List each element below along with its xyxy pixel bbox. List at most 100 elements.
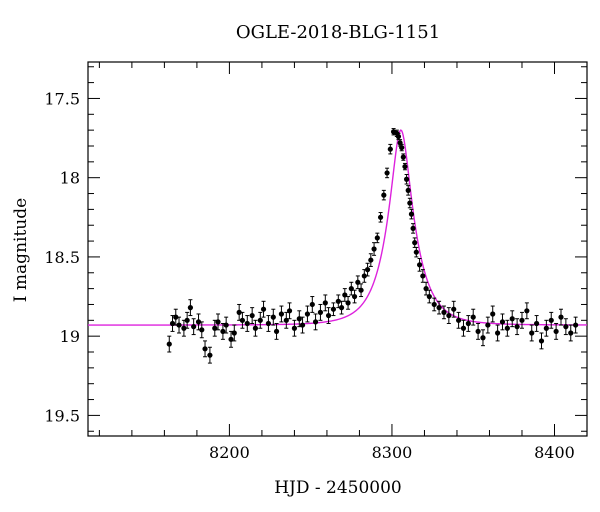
data-point (470, 308, 476, 326)
data-marker (446, 312, 452, 319)
data-marker (309, 301, 315, 308)
data-point (212, 319, 218, 337)
data-point (514, 318, 520, 336)
data-point (361, 269, 367, 283)
data-point (257, 311, 263, 329)
data-point (387, 143, 393, 155)
data-point (371, 242, 377, 256)
data-point (291, 319, 298, 337)
data-marker (431, 301, 437, 308)
data-marker (322, 300, 328, 306)
data-point (173, 308, 179, 326)
data-marker (381, 192, 387, 198)
data-marker (451, 306, 457, 312)
data-point (524, 302, 530, 320)
data-marker (202, 346, 208, 352)
data-marker (402, 163, 408, 170)
data-marker (265, 320, 272, 327)
data-point (286, 302, 293, 320)
data-point (451, 300, 457, 318)
data-point (215, 313, 221, 331)
data-marker (377, 214, 384, 220)
data-point (420, 269, 426, 283)
data-marker (199, 327, 205, 333)
data-point (199, 321, 205, 339)
data-point (495, 324, 501, 342)
data-marker (345, 300, 351, 306)
data-point (355, 275, 361, 290)
data-point (223, 316, 229, 334)
data-point (374, 232, 380, 244)
data-marker (548, 317, 554, 323)
data-marker (239, 317, 246, 323)
data-marker (215, 319, 221, 325)
data-point (191, 318, 197, 336)
data-marker (191, 324, 197, 330)
data-marker (519, 317, 525, 323)
data-marker (335, 298, 341, 304)
data-marker (286, 308, 293, 314)
data-point (368, 253, 374, 267)
data-marker (187, 305, 194, 311)
data-point (278, 305, 285, 323)
data-point (381, 189, 387, 201)
data-marker (405, 187, 411, 193)
data-marker (416, 262, 423, 268)
data-point (480, 329, 486, 347)
data-marker (485, 322, 491, 328)
data-marker (195, 319, 202, 325)
data-point (543, 319, 549, 337)
data-point (499, 313, 506, 331)
data-marker (563, 324, 569, 330)
data-point (384, 167, 390, 179)
data-point (529, 324, 535, 342)
data-marker (573, 322, 579, 328)
data-marker (509, 316, 515, 322)
data-marker (470, 314, 476, 320)
data-point (573, 316, 579, 334)
y-tick-label: 19 (60, 327, 80, 346)
data-point (342, 288, 348, 302)
data-point (166, 335, 172, 353)
data-marker (410, 225, 416, 231)
x-tick-label: 8400 (534, 443, 575, 462)
data-point (325, 307, 332, 324)
data-marker (278, 311, 285, 317)
data-marker (325, 312, 332, 319)
data-marker (460, 325, 467, 331)
data-marker (384, 170, 390, 176)
data-marker (395, 133, 402, 140)
data-marker (436, 305, 442, 311)
data-marker (399, 144, 405, 151)
data-marker (304, 311, 311, 317)
data-point (563, 318, 569, 336)
data-point (399, 143, 405, 152)
data-marker (236, 309, 242, 315)
data-marker (358, 287, 364, 293)
x-tick-label: 8300 (372, 443, 413, 462)
data-point (364, 262, 371, 277)
data-marker (244, 320, 250, 327)
data-marker (524, 308, 530, 314)
data-point (283, 311, 289, 329)
data-marker (504, 325, 510, 331)
data-point (273, 322, 280, 340)
data-marker (299, 322, 306, 328)
data-point (400, 153, 406, 161)
data-marker (499, 319, 506, 325)
data-marker (455, 317, 462, 323)
data-marker (184, 317, 190, 323)
data-point (538, 332, 545, 350)
x-tick-label: 8200 (209, 443, 250, 462)
y-tick-label: 18 (60, 169, 80, 188)
data-marker (181, 325, 187, 331)
data-point (568, 324, 574, 342)
data-point (330, 302, 337, 317)
data-point (169, 315, 176, 332)
data-point (322, 294, 328, 312)
data-marker (568, 330, 574, 336)
data-marker (273, 328, 280, 335)
data-point (485, 316, 491, 334)
data-point (317, 303, 324, 321)
